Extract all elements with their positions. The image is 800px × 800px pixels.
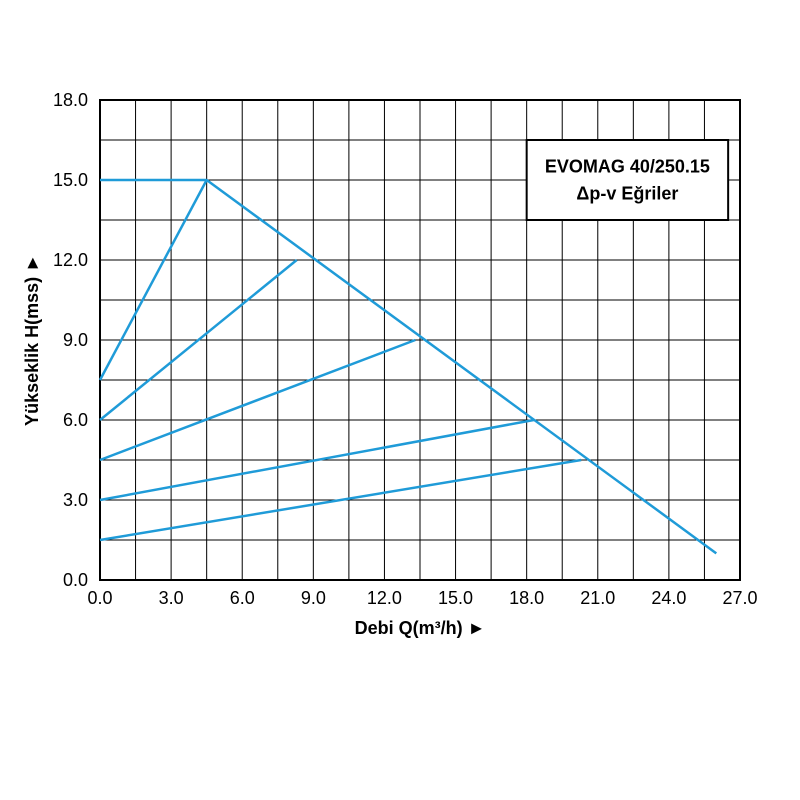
y-tick-label: 18.0 bbox=[53, 90, 88, 110]
x-tick-label: 3.0 bbox=[159, 588, 184, 608]
y-tick-label: 15.0 bbox=[53, 170, 88, 190]
y-axis-label: Yükseklik H(mss) ► bbox=[22, 254, 42, 426]
x-tick-label: 0.0 bbox=[87, 588, 112, 608]
y-tick-label: 6.0 bbox=[63, 410, 88, 430]
legend-line-1: Δp-v Eğriler bbox=[576, 183, 678, 203]
y-tick-label: 3.0 bbox=[63, 490, 88, 510]
x-tick-label: 6.0 bbox=[230, 588, 255, 608]
y-tick-label: 9.0 bbox=[63, 330, 88, 350]
y-tick-label: 12.0 bbox=[53, 250, 88, 270]
legend-box: EVOMAG 40/250.15 Δp-v Eğriler bbox=[527, 140, 728, 220]
x-tick-label: 18.0 bbox=[509, 588, 544, 608]
x-tick-label: 27.0 bbox=[722, 588, 757, 608]
x-tick-label: 21.0 bbox=[580, 588, 615, 608]
x-tick-label: 24.0 bbox=[651, 588, 686, 608]
y-tick-label: 0.0 bbox=[63, 570, 88, 590]
x-tick-label: 15.0 bbox=[438, 588, 473, 608]
x-tick-label: 12.0 bbox=[367, 588, 402, 608]
pump-curve-chart: 0.0 3.0 6.0 9.0 12.0 15.0 18.0 21.0 24.0 27.0 0.0 3… bbox=[0, 0, 800, 800]
legend-line-0: EVOMAG 40/250.15 bbox=[545, 157, 710, 177]
x-tick-label: 9.0 bbox=[301, 588, 326, 608]
x-axis-label: Debi Q(m³/h) ► bbox=[355, 618, 486, 638]
